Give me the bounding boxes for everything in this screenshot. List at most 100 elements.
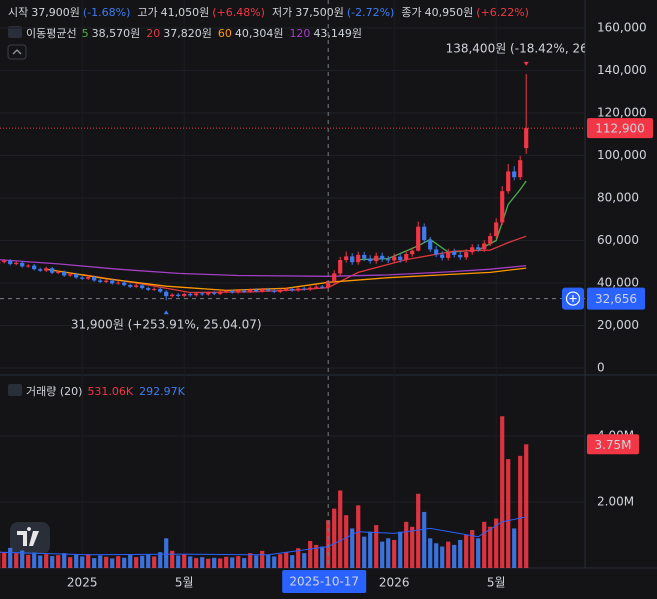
volume-bar xyxy=(182,554,187,568)
candle-body xyxy=(290,288,295,291)
ma-value: 43,149원 xyxy=(313,27,363,40)
y-tick-label: 80,000 xyxy=(597,191,639,205)
volume-bar xyxy=(416,493,421,568)
ohlc-change: (+6.22%) xyxy=(476,6,529,19)
candle-body xyxy=(332,273,337,281)
ohlc-value: 41,050원 xyxy=(160,6,210,19)
volume-bar xyxy=(332,508,337,568)
candle-body xyxy=(194,293,199,296)
ohlc-label: 고가 xyxy=(137,6,158,19)
candle-body xyxy=(386,259,391,261)
collapse-button[interactable] xyxy=(7,44,27,60)
candle-body xyxy=(14,262,19,265)
candle-body xyxy=(50,268,55,273)
tradingview-logo[interactable] xyxy=(10,522,50,554)
volume-bar xyxy=(422,511,427,568)
last-price-label: 112,900 xyxy=(595,122,645,136)
candle-body xyxy=(500,191,505,223)
low-marker xyxy=(163,310,169,315)
candle-body xyxy=(236,290,241,293)
candle-body xyxy=(170,294,175,297)
candle-body xyxy=(350,256,355,263)
ma-toggle[interactable] xyxy=(8,26,22,38)
candle-body xyxy=(2,260,7,263)
candle-body xyxy=(314,286,319,288)
candle-body xyxy=(278,290,283,292)
candle-body xyxy=(92,277,97,281)
volume-bar xyxy=(398,531,403,568)
candle-body xyxy=(338,260,343,274)
volume-title: 거래량 (20) xyxy=(26,385,83,398)
candle-body xyxy=(440,254,445,258)
candle-body xyxy=(452,251,457,255)
high-annotation: 138,400원 (-18.42%, 26.06 xyxy=(446,41,607,55)
volume-bar xyxy=(122,557,127,568)
low-annotation: 31,900원 (+253.91%, 25.04.07) xyxy=(71,318,262,332)
x-tick-label: 2025 xyxy=(67,576,98,590)
y-tick-label: 60,000 xyxy=(597,233,639,247)
candle-body xyxy=(308,287,313,290)
volume-bar xyxy=(266,554,271,568)
candle-body xyxy=(272,290,277,292)
candle-body xyxy=(422,226,427,241)
volume-bar xyxy=(8,547,13,568)
volume-bar xyxy=(158,552,163,568)
volume-bar xyxy=(104,556,109,568)
candle-body xyxy=(296,288,301,291)
volume-bar xyxy=(506,459,511,568)
candle-body xyxy=(128,285,133,287)
ma-period: 60 xyxy=(217,27,232,40)
candle-body xyxy=(374,255,379,262)
candle-body xyxy=(326,280,331,288)
volume-bar xyxy=(146,554,151,568)
add-alert-button[interactable] xyxy=(562,287,584,310)
volume-bar xyxy=(176,555,181,568)
volume-bar xyxy=(512,528,517,568)
volume-pane xyxy=(0,416,529,568)
volume-bar xyxy=(32,552,37,568)
x-tick-label: 5월 xyxy=(487,576,506,590)
volume-bar xyxy=(386,538,391,568)
candle-body xyxy=(56,271,61,273)
candle-body xyxy=(242,290,247,292)
candle-body xyxy=(74,274,79,278)
volume-bar xyxy=(476,538,481,568)
volume-bar xyxy=(86,554,91,568)
y-tick-label: 160,000 xyxy=(597,21,647,35)
ohlc-label: 종가 xyxy=(401,6,422,19)
candle-body xyxy=(494,222,499,237)
volume-bar xyxy=(368,531,373,568)
volume-legend: 거래량 (20) 531.06K 292.97K xyxy=(26,383,191,399)
last-volume-box xyxy=(587,434,639,455)
volume-toggle[interactable] xyxy=(8,384,22,396)
ma-period: 20 xyxy=(146,27,161,40)
crosshair-x-label: 2025-10-17 xyxy=(289,575,359,589)
last-price-box xyxy=(587,118,653,139)
candle-body xyxy=(266,289,271,291)
candle-body xyxy=(476,247,481,250)
ma-legend: 이동평균선 5 38,570원 20 37,820원 60 40,304원 120 43,149… xyxy=(26,25,368,41)
candle-body xyxy=(140,285,145,289)
volume-bar xyxy=(284,552,289,568)
volume-bar xyxy=(392,539,397,568)
candle-body xyxy=(116,282,121,284)
candle-body xyxy=(302,288,307,290)
volume-bar xyxy=(494,518,499,568)
candle-body xyxy=(182,294,187,296)
add-alert-circle xyxy=(565,291,581,306)
logo-mark xyxy=(17,527,39,546)
candle-body xyxy=(428,240,433,250)
candle-body xyxy=(398,256,403,261)
candle-body xyxy=(488,236,493,244)
x-tick-label: 5월 xyxy=(175,576,194,590)
candle-body xyxy=(284,288,289,291)
grid xyxy=(0,0,585,568)
candle-body xyxy=(512,171,517,178)
volume-bar xyxy=(344,515,349,568)
volume-legend-value: 531.06K xyxy=(87,385,134,398)
volume-bar xyxy=(110,558,115,568)
volume-legend-value: 292.97K xyxy=(139,385,185,398)
last-volume-label: 3.75M xyxy=(594,438,631,452)
candle-body xyxy=(404,254,409,261)
